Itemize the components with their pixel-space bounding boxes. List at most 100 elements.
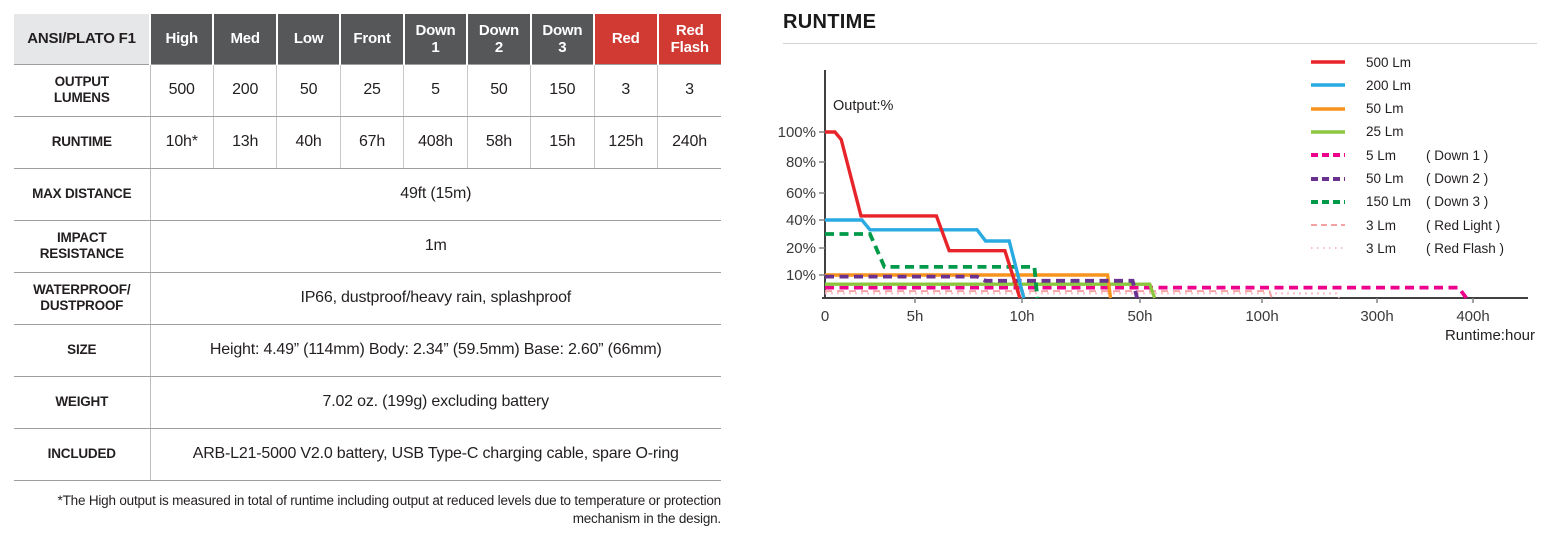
runtime-chart: 10% 20% 40% 60% 80% 100% 0 5h 10h 50h 100h 300h 400h…: [778, 70, 1535, 344]
table-row: MAX DISTANCE 49ft (15m): [14, 168, 721, 221]
spec-value-cell: 125h: [593, 116, 658, 169]
y-tick-label: 40%: [786, 212, 816, 229]
series-line-3-lm-red-flash-: [825, 292, 1340, 299]
legend-lumens-label: 150 Lm: [1366, 194, 1412, 210]
legend-swatch-icon: [1311, 106, 1345, 111]
table-row: INCLUDED ARB-L21-5000 V2.0 battery, USB T…: [14, 428, 721, 481]
legend-mode-label: ( Down 2 ): [1426, 171, 1489, 186]
spec-value-cell: 58h: [466, 116, 531, 169]
legend-swatch-icon: [1311, 153, 1345, 158]
series-line-150-lm-down-3-: [825, 232, 1040, 299]
x-tick-label: 300h: [1360, 308, 1393, 325]
table-row: OUTPUT LUMENS 500 200 50 25 5 50 150 3 3: [14, 64, 721, 117]
legend-lumens-label: 50 Lm: [1366, 101, 1404, 117]
legend-lumens-label: 50 Lm: [1366, 171, 1404, 186]
spec-value-cell: 15h: [530, 116, 595, 169]
spec-merged-cell: ARB-L21-5000 V2.0 battery, USB Type-C ch…: [150, 428, 721, 481]
series-line-25-lm: [825, 282, 1157, 299]
table-row: RUNTIME 10h* 13h 40h 67h 408h 58h 15h 125h 240h: [14, 116, 721, 169]
mode-header-2: Med: [212, 14, 277, 65]
spec-value-cell: 10h*: [150, 116, 214, 169]
x-tick-label: 10h: [1009, 308, 1034, 325]
legend-lumens-label: 25 Lm: [1366, 124, 1404, 140]
row-label: OUTPUT LUMENS: [14, 64, 151, 117]
mode-header-9: Red Flash: [656, 14, 721, 65]
table-row: WEIGHT 7.02 oz. (199g) excluding battery: [14, 376, 721, 429]
mode-header-6: Down 2: [466, 14, 531, 65]
x-tick-label: 400h: [1456, 308, 1489, 325]
title-divider: [783, 43, 1537, 44]
legend-mode-label: ( Red Flash ): [1426, 240, 1505, 256]
spec-value-cell: 200: [212, 64, 277, 117]
legend-lumens-label: 3 Lm: [1366, 240, 1397, 256]
spec-value-cell: 3: [657, 64, 721, 117]
y-axis-title: Output:%: [833, 98, 894, 114]
spec-merged-cell: 1m: [150, 220, 721, 273]
chart-legend: 500 Lm 200 Lm 50 Lm 25 Lm 5 Lm ( Down 1 ) 50 L…: [770, 0, 1558, 300]
legend-lumens-label: 500 Lm: [1366, 54, 1412, 70]
spec-value-cell: 50: [276, 64, 341, 117]
table-row: WATERPROOF/ DUSTPROOF IP66, dustproof/hea…: [14, 272, 721, 325]
legend-lumens-label: 200 Lm: [1366, 77, 1412, 93]
series-line-3-lm-red-light-: [825, 290, 1273, 299]
legend-mode-label: ( Down 1 ): [1426, 147, 1489, 163]
spec-value-cell: 500: [150, 64, 214, 117]
mode-header-7: Down 3: [529, 14, 595, 65]
y-tick-label: 20%: [786, 240, 816, 257]
legend-lumens-label: 5 Lm: [1366, 147, 1397, 163]
spec-table-section: ANSI/PLATO F1 High Med Low Front Down 1 Down …: [14, 14, 721, 528]
spec-merged-cell: Height: 4.49” (114mm) Body: 2.34” (59.5m…: [150, 324, 721, 377]
spec-value-cell: 13h: [212, 116, 277, 169]
footnote: *The High output is measured in total of…: [57, 492, 722, 526]
spec-table: ANSI/PLATO F1 High Med Low Front Down 1 Down …: [14, 14, 721, 481]
legend-swatch-icon: [1311, 60, 1345, 64]
spec-value-cell: 67h: [339, 116, 404, 169]
mode-header-8: Red: [593, 14, 658, 65]
mode-header-5: Down 1: [402, 14, 468, 65]
x-tick-label: 100h: [1245, 308, 1278, 325]
spec-value-cell: 3: [593, 64, 658, 117]
series-line-50-lm-down-2-: [825, 274, 1139, 299]
spec-value-cell: 408h: [403, 116, 468, 169]
series-line-500-lm: [825, 130, 1022, 299]
x-tick-label: 0: [821, 308, 829, 325]
chart-title: RUNTIME: [783, 11, 877, 33]
legend-swatch-icon: [1311, 247, 1345, 250]
y-tick-label: 100%: [778, 124, 816, 141]
legend-mode-label: ( Down 3 ): [1426, 194, 1489, 210]
row-label: WATERPROOF/ DUSTPROOF: [14, 272, 151, 325]
legend-swatch-icon: [1311, 224, 1345, 227]
table-row: SIZE Height: 4.49” (114mm) Body: 2.34” (5…: [14, 324, 721, 377]
x-axis-title: Runtime:hour: [1445, 327, 1535, 344]
runtime-chart-section: RUNTIME 10% 20% 40% 60% 80% 100% 0 5h 10h 50h 100h…: [770, 0, 1558, 559]
spec-value-cell: 50: [466, 64, 531, 117]
spec-value-cell: 240h: [657, 116, 721, 169]
row-label: IMPACT RESISTANCE: [14, 220, 151, 273]
legend-swatch-icon: [1311, 199, 1345, 204]
y-tick-label: 60%: [786, 185, 816, 202]
legend-swatch-icon: [1311, 83, 1345, 87]
row-label: INCLUDED: [14, 428, 151, 481]
legend-mode-label: ( Red Light ): [1426, 217, 1501, 233]
row-label: WEIGHT: [14, 376, 151, 429]
legend-lumens-label: 3 Lm: [1366, 217, 1397, 233]
x-tick-label: 50h: [1127, 308, 1152, 325]
y-tick-label: 10%: [786, 267, 816, 284]
spec-merged-cell: 49ft (15m): [150, 168, 721, 221]
row-label: MAX DISTANCE: [14, 168, 151, 221]
row-label: RUNTIME: [14, 116, 151, 169]
mode-header-1: High: [148, 14, 214, 65]
spec-merged-cell: IP66, dustproof/heavy rain, splashproof: [150, 272, 721, 325]
spec-merged-cell: 7.02 oz. (199g) excluding battery: [150, 376, 721, 429]
table-header-row: ANSI/PLATO F1 High Med Low Front Down 1 Down …: [14, 14, 721, 65]
y-tick-label: 80%: [786, 154, 816, 171]
row-label: SIZE: [14, 324, 151, 377]
mode-header-3: Low: [275, 14, 341, 65]
x-tick-label: 5h: [907, 308, 924, 325]
table-row: IMPACT RESISTANCE 1m: [14, 220, 721, 273]
spec-value-cell: 40h: [276, 116, 341, 169]
spec-value-cell: 25: [339, 64, 404, 117]
standard-label: ANSI/PLATO F1: [14, 14, 150, 65]
mode-header-4: Front: [339, 14, 404, 65]
